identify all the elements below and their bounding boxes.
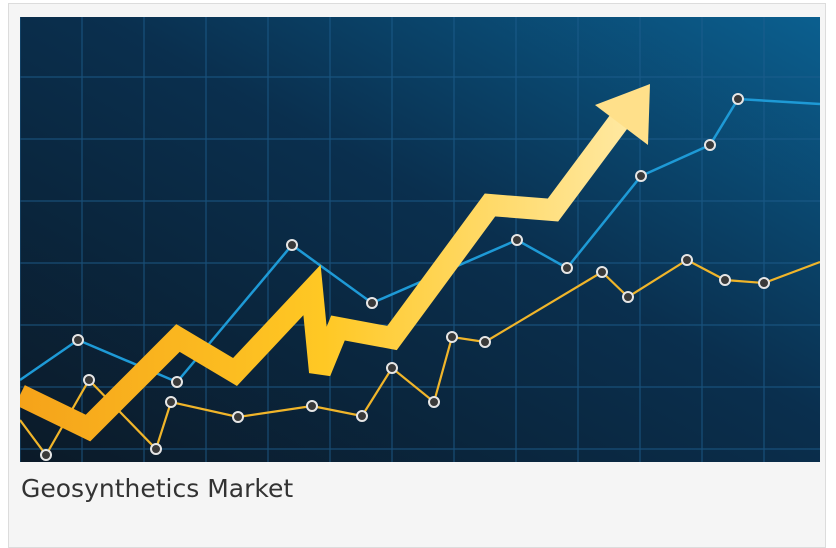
line-marker <box>681 254 693 266</box>
trend-arrow-head <box>595 84 650 145</box>
line-marker <box>165 396 177 408</box>
card-caption: Geosynthetics Market <box>21 474 294 503</box>
line-marker <box>171 376 183 388</box>
line-marker <box>72 334 84 346</box>
line-marker <box>428 396 440 408</box>
image-background <box>20 17 820 462</box>
line-marker <box>719 274 731 286</box>
line-marker <box>596 266 608 278</box>
line-marker <box>366 297 378 309</box>
market-image <box>20 17 820 462</box>
line-marker <box>286 239 298 251</box>
line-marker <box>232 411 244 423</box>
line-marker <box>511 234 523 246</box>
line-marker <box>386 362 398 374</box>
yellow-line <box>20 258 820 458</box>
line-marker <box>150 443 162 455</box>
line-marker <box>622 291 634 303</box>
trend-arrow <box>20 105 635 442</box>
line-marker <box>635 170 647 182</box>
line-marker <box>40 449 52 461</box>
line-marker <box>479 336 491 348</box>
line-marker <box>561 262 573 274</box>
line-marker <box>356 410 368 422</box>
line-marker <box>732 93 744 105</box>
line-markers <box>40 93 770 461</box>
line-marker <box>704 139 716 151</box>
line-marker <box>758 277 770 289</box>
line-marker <box>83 374 95 386</box>
line-marker <box>446 331 458 343</box>
line-marker <box>306 400 318 412</box>
